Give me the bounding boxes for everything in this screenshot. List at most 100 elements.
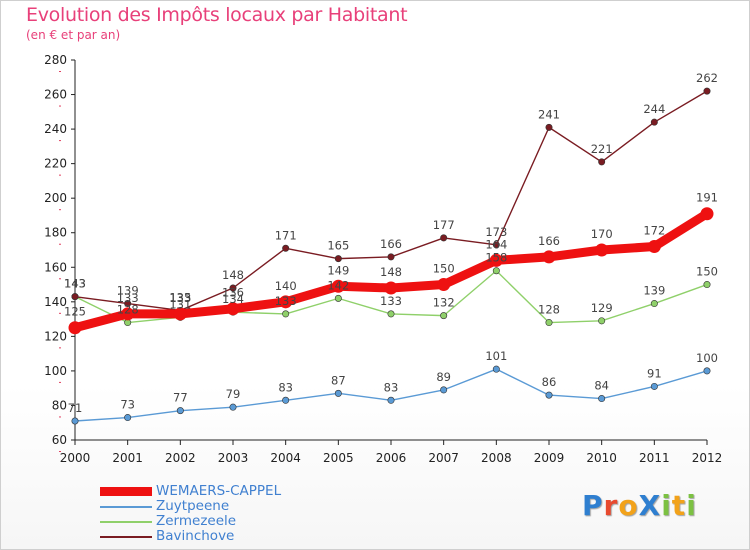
data-label: 173: [485, 225, 507, 239]
legend-swatch: [100, 487, 152, 496]
y-tick-label: 160: [44, 260, 67, 274]
data-label: 221: [591, 142, 613, 156]
data-point: [176, 407, 184, 415]
legend-item: Zermezeele: [100, 514, 281, 529]
y-tick-label: 100: [44, 364, 67, 378]
data-label: 166: [380, 237, 402, 251]
data-label: 133: [169, 291, 191, 305]
data-point: [71, 417, 79, 425]
data-point: [595, 243, 609, 257]
data-point: [542, 250, 556, 264]
data-point: [124, 414, 132, 422]
logo-letter: X: [638, 489, 662, 522]
data-label: 131: [169, 297, 191, 311]
data-point: [173, 307, 187, 321]
data-label: 142: [327, 278, 349, 292]
data-point: [437, 278, 451, 292]
logo-letter: i: [661, 489, 672, 522]
data-label: 134: [222, 292, 244, 306]
data-label: 87: [331, 373, 346, 387]
data-label: 73: [120, 398, 135, 412]
data-point: [334, 255, 342, 263]
legend-swatch: [100, 520, 152, 523]
data-point: [598, 158, 606, 166]
data-label: 143: [64, 277, 86, 291]
legend-swatch: [100, 505, 152, 508]
data-label: 83: [384, 380, 399, 394]
x-tick-label: 2010: [586, 451, 617, 465]
chart-title: Evolution des Impôts locaux par Habitant: [26, 4, 408, 26]
y-tick-label: 120: [44, 329, 67, 343]
x-tick-label: 2008: [481, 451, 512, 465]
data-label: 132: [433, 296, 455, 310]
y-tick-label: 220: [44, 157, 67, 171]
data-point: [229, 403, 237, 411]
data-label: 136: [222, 286, 244, 300]
legend-swatch: [100, 535, 152, 538]
data-point: [384, 281, 398, 295]
data-label: 71: [68, 401, 83, 415]
data-point: [492, 267, 500, 275]
data-label: 172: [643, 224, 665, 238]
data-point: [650, 118, 658, 126]
data-label: 191: [696, 191, 718, 205]
data-label: 170: [591, 227, 613, 241]
legend-label: Bavinchove: [156, 528, 235, 544]
y-tick-label: 260: [44, 88, 67, 102]
data-label: 135: [169, 290, 191, 304]
x-tick-label: 2011: [639, 451, 670, 465]
data-point: [121, 307, 135, 321]
data-label: 139: [117, 284, 139, 298]
data-point: [492, 241, 500, 249]
data-point: [703, 281, 711, 289]
data-point: [282, 396, 290, 404]
data-point: [68, 321, 82, 335]
data-label: 89: [436, 370, 451, 384]
data-label: 139: [643, 284, 665, 298]
x-tick-label: 2003: [218, 451, 249, 465]
data-label: 140: [275, 279, 297, 293]
data-label: 171: [275, 228, 297, 242]
data-point: [492, 365, 500, 373]
x-tick-label: 2001: [112, 451, 143, 465]
data-point: [440, 386, 448, 394]
x-tick-label: 2004: [270, 451, 301, 465]
logo-letter: P: [582, 489, 604, 522]
data-label: 84: [594, 379, 609, 393]
data-label: 79: [226, 387, 241, 401]
proxiti-logo: ProXiti: [582, 489, 697, 522]
data-label: 143: [64, 277, 86, 291]
data-label: 100: [696, 351, 718, 365]
y-tick-label: 60: [52, 433, 67, 447]
legend-label: WEMAERS-CAPPEL: [156, 483, 282, 499]
data-label: 129: [591, 301, 613, 315]
series-line-zuytpeene: [74, 368, 708, 422]
data-label: 150: [433, 262, 455, 276]
x-tick-label: 2009: [534, 451, 565, 465]
data-label: 148: [380, 265, 402, 279]
data-point: [334, 294, 342, 302]
data-label: 125: [64, 305, 86, 319]
logo-letter: i: [686, 489, 697, 522]
data-point: [440, 312, 448, 320]
data-point: [545, 123, 553, 131]
y-tick-label: 200: [44, 191, 67, 205]
legend-item: WEMAERS-CAPPEL: [100, 484, 281, 499]
legend-label: Zuytpeene: [156, 498, 230, 514]
data-label: 77: [173, 391, 188, 405]
data-label: 177: [433, 218, 455, 232]
data-point: [282, 310, 290, 318]
data-point: [282, 244, 290, 252]
data-label: 262: [696, 71, 718, 85]
logo-letter: o: [618, 489, 639, 522]
data-label: 158: [485, 251, 507, 265]
y-tick-label: 140: [44, 295, 67, 309]
data-label: 241: [538, 107, 560, 121]
chart-subtitle: (en € et par an): [26, 28, 121, 42]
y-tick-label: 180: [44, 226, 67, 240]
data-point: [489, 253, 503, 267]
data-point: [387, 396, 395, 404]
data-label: 91: [647, 366, 662, 380]
